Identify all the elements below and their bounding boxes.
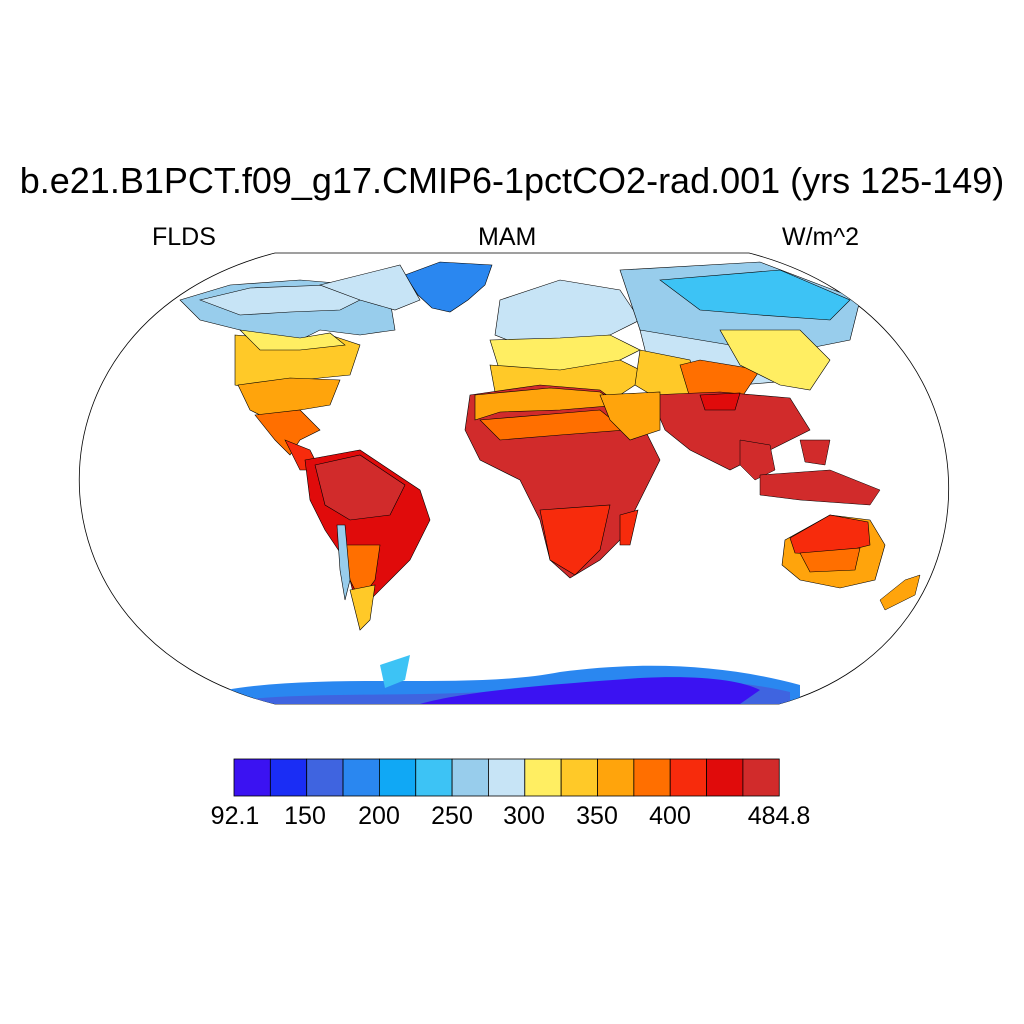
- colorbar-box: [633, 758, 671, 797]
- units-label: W/m^2: [782, 223, 860, 251]
- colorbar-label: 200: [358, 802, 400, 830]
- north-america-region: [179, 264, 421, 471]
- plot-title: b.e21.B1PCT.f09_g17.CMIP6-1pctCO2-rad.00…: [19, 160, 1005, 201]
- colorbar-label: 150: [284, 802, 326, 830]
- asia-region: [599, 261, 861, 471]
- colorbar-box: [269, 758, 308, 797]
- colorbar-label: 350: [576, 802, 618, 830]
- season-label: MAM: [478, 223, 537, 251]
- colorbar-box: [560, 758, 598, 797]
- colorbar-box: [233, 758, 271, 797]
- colorbar-label: 250: [431, 802, 473, 830]
- colorbar-box: [742, 758, 780, 797]
- colorbar-box: [306, 758, 344, 797]
- colorbar-label: 400: [649, 802, 691, 830]
- australia-region: [781, 514, 886, 589]
- colorbar-box: [524, 758, 562, 797]
- colorbar-label: 300: [503, 802, 545, 830]
- colorbar-box: [378, 758, 417, 797]
- colorbar-box: [342, 758, 380, 797]
- colorbar-box: [597, 758, 635, 797]
- colorbar-box: [415, 758, 453, 797]
- variable-label: FLDS: [152, 223, 216, 251]
- colorbar: [233, 758, 780, 797]
- colorbar-box: [706, 758, 744, 797]
- maritime-continent-region: [739, 439, 881, 506]
- colorbar-label: 92.1: [210, 802, 260, 830]
- colorbar-box: [451, 758, 489, 797]
- colorbar-box: [669, 758, 707, 797]
- new-zealand-region: [879, 574, 921, 611]
- antarctica-region: [220, 655, 800, 704]
- greenland-region: [404, 261, 493, 313]
- south-america-region: [304, 449, 431, 631]
- colorbar-box: [488, 758, 526, 797]
- colorbar-label: 484.8: [747, 802, 811, 830]
- africa-region: [464, 384, 661, 579]
